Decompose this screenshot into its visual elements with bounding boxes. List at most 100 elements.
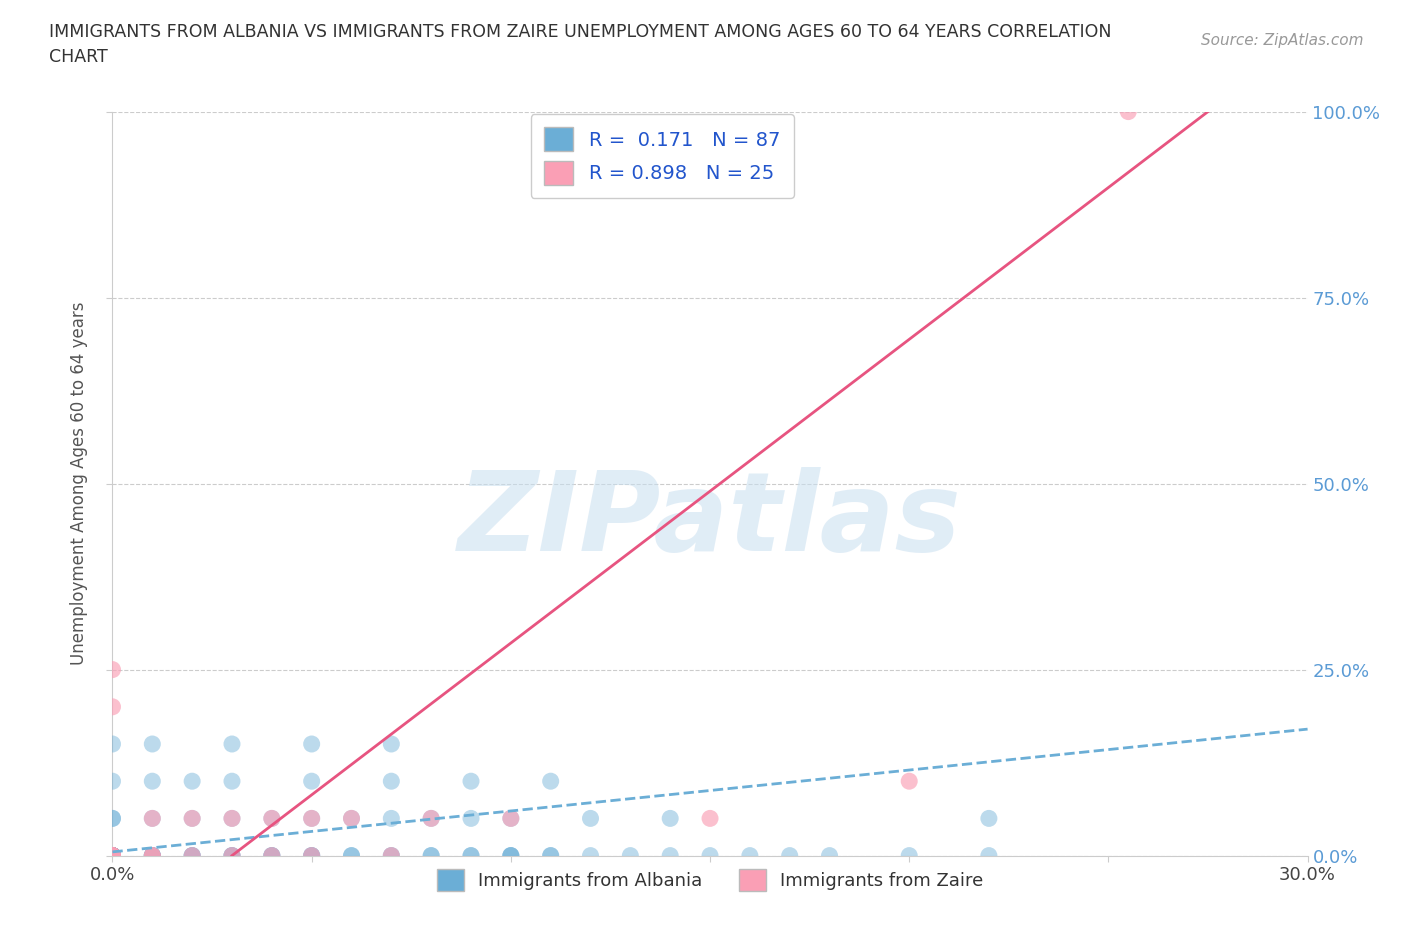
Point xyxy=(260,811,283,826)
Point xyxy=(260,848,283,863)
Point xyxy=(898,848,921,863)
Point xyxy=(101,848,124,863)
Point xyxy=(460,811,482,826)
Point xyxy=(141,811,163,826)
Point xyxy=(141,848,163,863)
Point xyxy=(420,811,443,826)
Point xyxy=(659,848,682,863)
Point xyxy=(420,848,443,863)
Point xyxy=(101,848,124,863)
Point xyxy=(101,848,124,863)
Point xyxy=(977,811,1000,826)
Point xyxy=(101,848,124,863)
Point xyxy=(540,848,562,863)
Point xyxy=(221,811,243,826)
Point xyxy=(301,848,323,863)
Point xyxy=(221,848,243,863)
Point xyxy=(738,848,761,863)
Point xyxy=(101,848,124,863)
Point xyxy=(101,848,124,863)
Point xyxy=(380,848,402,863)
Point xyxy=(141,848,163,863)
Point xyxy=(141,811,163,826)
Point xyxy=(699,811,721,826)
Point xyxy=(221,811,243,826)
Point xyxy=(101,848,124,863)
Point xyxy=(101,848,124,863)
Point xyxy=(301,811,323,826)
Point xyxy=(898,774,921,789)
Point xyxy=(499,811,522,826)
Point xyxy=(301,811,323,826)
Point xyxy=(141,848,163,863)
Point xyxy=(460,774,482,789)
Point xyxy=(181,848,204,863)
Point xyxy=(659,811,682,826)
Point xyxy=(181,774,204,789)
Point xyxy=(301,848,323,863)
Point xyxy=(141,774,163,789)
Point xyxy=(260,848,283,863)
Point xyxy=(301,848,323,863)
Point xyxy=(499,811,522,826)
Point xyxy=(221,848,243,863)
Point xyxy=(818,848,841,863)
Point xyxy=(181,811,204,826)
Point xyxy=(380,774,402,789)
Point xyxy=(101,848,124,863)
Point xyxy=(420,811,443,826)
Point xyxy=(340,848,363,863)
Point xyxy=(340,848,363,863)
Point xyxy=(380,737,402,751)
Point xyxy=(699,848,721,863)
Point xyxy=(141,848,163,863)
Text: IMMIGRANTS FROM ALBANIA VS IMMIGRANTS FROM ZAIRE UNEMPLOYMENT AMONG AGES 60 TO 6: IMMIGRANTS FROM ALBANIA VS IMMIGRANTS FR… xyxy=(49,23,1112,66)
Point xyxy=(380,848,402,863)
Point xyxy=(101,699,124,714)
Point xyxy=(380,848,402,863)
Point xyxy=(101,848,124,863)
Point xyxy=(619,848,641,863)
Point xyxy=(101,848,124,863)
Point xyxy=(460,848,482,863)
Point xyxy=(1118,104,1140,119)
Point xyxy=(101,848,124,863)
Point xyxy=(260,848,283,863)
Point xyxy=(460,848,482,863)
Point xyxy=(141,737,163,751)
Point xyxy=(181,848,204,863)
Point xyxy=(101,848,124,863)
Point xyxy=(340,811,363,826)
Point xyxy=(101,848,124,863)
Point xyxy=(101,811,124,826)
Point xyxy=(221,848,243,863)
Point xyxy=(101,737,124,751)
Legend: Immigrants from Albania, Immigrants from Zaire: Immigrants from Albania, Immigrants from… xyxy=(429,862,991,898)
Point xyxy=(499,848,522,863)
Point xyxy=(181,848,204,863)
Point xyxy=(101,848,124,863)
Point xyxy=(301,848,323,863)
Point xyxy=(221,774,243,789)
Point xyxy=(101,848,124,863)
Point xyxy=(101,848,124,863)
Point xyxy=(101,848,124,863)
Point xyxy=(779,848,801,863)
Point xyxy=(101,848,124,863)
Text: Source: ZipAtlas.com: Source: ZipAtlas.com xyxy=(1201,33,1364,47)
Point xyxy=(579,848,602,863)
Point xyxy=(101,662,124,677)
Point xyxy=(977,848,1000,863)
Point xyxy=(141,848,163,863)
Point xyxy=(101,848,124,863)
Point xyxy=(499,848,522,863)
Point xyxy=(540,774,562,789)
Point xyxy=(101,848,124,863)
Point xyxy=(141,848,163,863)
Point xyxy=(101,848,124,863)
Point xyxy=(181,811,204,826)
Point xyxy=(101,848,124,863)
Point xyxy=(260,848,283,863)
Point xyxy=(101,848,124,863)
Point xyxy=(221,848,243,863)
